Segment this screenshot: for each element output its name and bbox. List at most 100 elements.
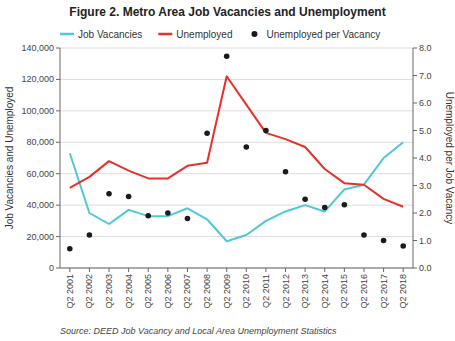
series-point bbox=[145, 213, 151, 219]
grid-line bbox=[60, 48, 413, 49]
grid-line bbox=[60, 268, 413, 269]
x-tick bbox=[363, 268, 364, 272]
y2-tick-label: 4.0 bbox=[419, 153, 432, 163]
grid-line bbox=[60, 142, 413, 143]
x-tick-label: Q2 2014 bbox=[320, 274, 330, 309]
x-tick-label: Q2 2003 bbox=[104, 274, 114, 309]
x-tick bbox=[403, 268, 404, 272]
y-tick bbox=[56, 173, 60, 174]
axes: 020,00040,00060,00080,000100,000120,0001… bbox=[21, 43, 431, 309]
series-point bbox=[126, 194, 132, 200]
series-point bbox=[263, 128, 269, 134]
grid-line bbox=[60, 205, 413, 206]
x-tick-label: Q2 2009 bbox=[222, 274, 232, 309]
x-tick bbox=[344, 268, 345, 272]
y2-tick bbox=[413, 268, 417, 269]
grid-line bbox=[60, 173, 413, 174]
y2-tick-label: 6.0 bbox=[419, 98, 432, 108]
y2-axis-label: Unemployed per Job Vacancy bbox=[444, 92, 455, 225]
series-point bbox=[361, 232, 367, 238]
x-tick-label: Q2 2015 bbox=[339, 274, 349, 309]
x-tick-label: Q2 2002 bbox=[84, 274, 94, 309]
title: Figure 2. Metro Area Job Vacancies and U… bbox=[69, 5, 385, 19]
y2-tick-label: 5.0 bbox=[419, 126, 432, 136]
y2-tick-label: 7.0 bbox=[419, 71, 432, 81]
series-point bbox=[342, 202, 348, 208]
marks bbox=[67, 53, 406, 251]
y-tick bbox=[56, 79, 60, 80]
x-tick bbox=[265, 268, 266, 272]
legend-swatch bbox=[60, 33, 74, 36]
x-tick-label: Q2 2018 bbox=[398, 274, 408, 309]
y-axis bbox=[60, 48, 61, 268]
y-tick bbox=[56, 205, 60, 206]
y-tick-label: 80,000 bbox=[26, 137, 54, 147]
x-tick-label: Q2 2005 bbox=[143, 274, 153, 309]
series-point bbox=[165, 210, 171, 216]
x-tick-label: Q2 2010 bbox=[241, 274, 251, 309]
y-tick bbox=[56, 142, 60, 143]
y-tick-label: 140,000 bbox=[21, 43, 54, 53]
y-axis-label: Job Vacancies and Unemployed bbox=[4, 87, 15, 230]
series-point bbox=[244, 144, 250, 150]
x-tick bbox=[246, 268, 247, 272]
y-tick-label: 0 bbox=[49, 263, 54, 273]
x-tick bbox=[69, 268, 70, 272]
series-line bbox=[70, 76, 403, 206]
y-tick bbox=[56, 110, 60, 111]
y2-tick bbox=[413, 75, 417, 76]
series-point bbox=[400, 243, 406, 249]
x-tick bbox=[207, 268, 208, 272]
x-tick bbox=[128, 268, 129, 272]
series-point bbox=[67, 246, 73, 252]
x-tick-label: Q2 2001 bbox=[65, 274, 75, 309]
y-tick-label: 120,000 bbox=[21, 74, 54, 84]
legend-label: Unemployed bbox=[176, 29, 232, 40]
chart: Figure 2. Metro Area Job Vacancies and U… bbox=[0, 0, 455, 341]
x-tick bbox=[324, 268, 325, 272]
series-point bbox=[381, 238, 387, 244]
y2-tick-label: 1.0 bbox=[419, 236, 432, 246]
legend-label: Job Vacancies bbox=[78, 29, 142, 40]
x-tick bbox=[383, 268, 384, 272]
y2-tick-label: 0.0 bbox=[419, 263, 432, 273]
x-tick bbox=[285, 268, 286, 272]
grid-line bbox=[60, 79, 413, 80]
y2-tick-label: 3.0 bbox=[419, 181, 432, 191]
x-tick-label: Q2 2007 bbox=[182, 274, 192, 309]
y2-tick bbox=[413, 240, 417, 241]
x-tick-label: Q2 2017 bbox=[379, 274, 389, 309]
legend-swatch bbox=[158, 33, 172, 36]
legend-label: Unemployed per Vacancy bbox=[266, 29, 380, 40]
x-tick bbox=[167, 268, 168, 272]
series-point bbox=[283, 169, 289, 175]
y2-tick bbox=[413, 130, 417, 131]
x-tick bbox=[109, 268, 110, 272]
x-tick-label: Q2 2016 bbox=[359, 274, 369, 309]
y2-tick-label: 2.0 bbox=[419, 208, 432, 218]
x-tick bbox=[305, 268, 306, 272]
x-tick-label: Q2 2008 bbox=[202, 274, 212, 309]
y-tick-label: 20,000 bbox=[26, 232, 54, 242]
x-tick-label: Q2 2012 bbox=[281, 274, 291, 309]
x-tick-label: Q2 2013 bbox=[300, 274, 310, 309]
y-tick-label: 40,000 bbox=[26, 200, 54, 210]
x-tick bbox=[89, 268, 90, 272]
y2-tick-label: 8.0 bbox=[419, 43, 432, 53]
background bbox=[0, 0, 455, 341]
series-point bbox=[302, 196, 308, 202]
y2-tick bbox=[413, 103, 417, 104]
x-tick bbox=[187, 268, 188, 272]
grid-line bbox=[60, 236, 413, 237]
y-tick bbox=[56, 268, 60, 269]
series-line bbox=[70, 142, 403, 241]
series-point bbox=[204, 130, 210, 136]
x-axis bbox=[60, 268, 413, 269]
series-point bbox=[224, 53, 230, 59]
x-tick bbox=[226, 268, 227, 272]
grid-line bbox=[60, 110, 413, 111]
series-point bbox=[185, 216, 191, 222]
x-tick-label: Q2 2011 bbox=[261, 274, 271, 308]
legend: Job Vacancies Unemployed Unemployed per Va… bbox=[60, 29, 380, 40]
series-point bbox=[87, 232, 93, 238]
